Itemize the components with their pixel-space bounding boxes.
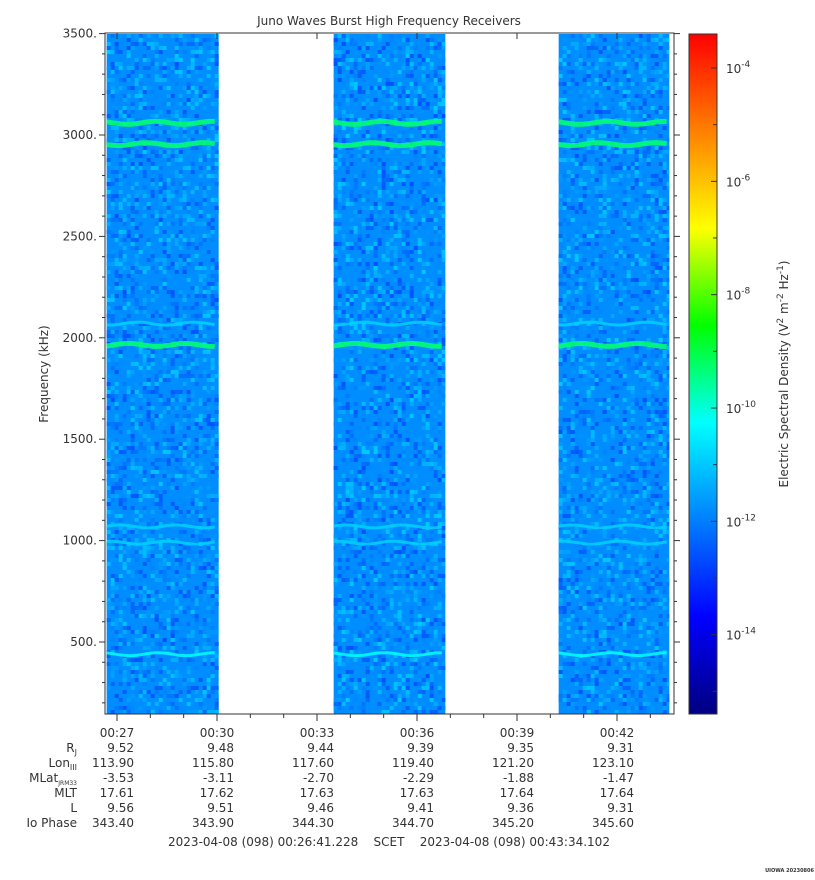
- ephemeris-value: 9.44: [307, 741, 334, 755]
- emission-band: [558, 340, 667, 349]
- y-tick-label: 3500.: [63, 27, 97, 41]
- ephemeris-value: 17.64: [600, 786, 634, 800]
- ephemeris-value: 17.62: [200, 786, 234, 800]
- spectrogram-segment-3: [558, 34, 670, 714]
- ephemeris-value: -1.47: [603, 771, 634, 785]
- chart-title: Juno Waves Burst High Frequency Receiver…: [256, 14, 521, 28]
- ephemeris-value: 344.70: [392, 816, 434, 830]
- ephemeris-value: 17.63: [300, 786, 334, 800]
- ephemeris-value: 17.64: [500, 786, 534, 800]
- colorbar-ticks: 10-4 10-6 10-8 10-10 10-12 10-14: [711, 60, 756, 692]
- ephemeris-row-label: MLatJRM33: [29, 771, 77, 787]
- ephemeris-value: 115.80: [192, 756, 234, 770]
- ephemeris-value: -2.29: [403, 771, 434, 785]
- ephemeris-value: 343.90: [192, 816, 234, 830]
- ephemeris-row-label: LonIII: [49, 756, 78, 772]
- ephemeris-row-label: Io Phase: [26, 816, 77, 830]
- emission-band: [558, 320, 667, 327]
- ephemeris-value: 9.51: [207, 801, 234, 815]
- y-tick-label: 2000.: [63, 331, 97, 345]
- ephemeris-value: 345.60: [592, 816, 634, 830]
- emission-band: [558, 140, 667, 149]
- scet-range: 2023-04-08 (098) 00:26:41.228 SCET 2023-…: [168, 835, 610, 849]
- x-tick-label: 00:33: [300, 726, 335, 740]
- colorbar-tick-label: 10-6: [726, 173, 751, 189]
- ephemeris-value: 345.20: [492, 816, 534, 830]
- emission-band: [558, 523, 667, 530]
- ephemeris-value: 9.31: [607, 741, 634, 755]
- y-tick-label: 1000.: [63, 534, 97, 548]
- ephemeris-value: 9.36: [507, 801, 534, 815]
- colorbar-tick-label: 10-8: [726, 287, 751, 303]
- colorbar-tick-label: 10-4: [726, 60, 751, 76]
- emission-band: [333, 118, 442, 127]
- spectrogram-image: [106, 34, 670, 714]
- emission-band: [333, 140, 443, 149]
- x-tick-label: 00:36: [400, 726, 435, 740]
- emission-band: [106, 523, 215, 530]
- ephemeris-value: 9.48: [207, 741, 234, 755]
- emission-band: [558, 118, 667, 127]
- emission-band: [333, 320, 442, 327]
- ephemeris-value: 17.61: [100, 786, 134, 800]
- colorbar: [688, 33, 718, 715]
- x-tick-label: 00:27: [100, 726, 135, 740]
- ephemeris-value: 9.41: [407, 801, 434, 815]
- emission-band: [106, 140, 216, 149]
- y-axis: 500. 1000. 1500. 2000. 2500. 3000. 3500.: [63, 27, 680, 704]
- ephemeris-row-label: MLT: [54, 786, 77, 800]
- ephemeris-value: -1.88: [503, 771, 534, 785]
- emission-band: [106, 651, 215, 658]
- emission-band: [558, 651, 667, 658]
- emission-band: [333, 523, 442, 530]
- y-tick-label: 2500.: [63, 229, 97, 243]
- spectrogram-segment-1: [106, 34, 219, 714]
- ephemeris-value: 9.35: [507, 741, 534, 755]
- emission-band: [106, 539, 215, 546]
- x-tick-label: 00:30: [200, 726, 235, 740]
- ephemeris-value: -3.53: [103, 771, 134, 785]
- ephemeris-value: -3.11: [203, 771, 234, 785]
- ephemeris-value: 9.56: [107, 801, 134, 815]
- ephemeris-value: 119.40: [392, 756, 434, 770]
- footer-credit: UIOWA 20230806: [765, 868, 814, 874]
- emission-band: [333, 651, 442, 658]
- y-axis-label: Frequency (kHz): [37, 325, 51, 422]
- ephemeris-value: 9.52: [107, 741, 134, 755]
- colorbar-tick-label: 10-12: [726, 513, 756, 529]
- ephemeris-value: 9.39: [407, 741, 434, 755]
- ephemeris-value: 121.20: [492, 756, 534, 770]
- y-tick-label: 500.: [70, 635, 97, 649]
- spectrogram-segment-2: [333, 34, 446, 714]
- emission-band: [106, 320, 215, 327]
- ephemeris-value: 9.31: [607, 801, 634, 815]
- ephemeris-row-label: RJ: [66, 741, 77, 757]
- ephemeris-value: 113.90: [92, 756, 134, 770]
- y-tick-label: 1500.: [63, 432, 97, 446]
- emission-band: [106, 118, 215, 127]
- ephemeris-table: RJ 9.52 9.48 9.44 9.39 9.35 9.31 LonIII 113.90 11…: [26, 741, 634, 830]
- colorbar-tick-label: 10-14: [726, 627, 756, 643]
- ephemeris-value: 344.30: [292, 816, 334, 830]
- emission-band: [333, 340, 442, 349]
- y-tick-label: 3000.: [63, 128, 97, 142]
- x-tick-label: 00:42: [600, 726, 635, 740]
- colorbar-tick-label: 10-10: [726, 400, 756, 416]
- x-axis: 00:27 00:30 00:33 00:36 00:39 00:42: [100, 33, 651, 740]
- colorbar-label: Electric Spectral Density (V2 m-2 Hz-1): [776, 260, 791, 487]
- ephemeris-value: -2.70: [303, 771, 334, 785]
- emission-band: [333, 539, 442, 546]
- ephemeris-value: 9.46: [307, 801, 334, 815]
- ephemeris-value: 117.60: [292, 756, 334, 770]
- emission-band: [558, 539, 667, 546]
- emission-band: [106, 340, 215, 349]
- ephemeris-value: 17.63: [400, 786, 434, 800]
- plot-frame: [104, 32, 675, 715]
- ephemeris-value: 123.10: [592, 756, 634, 770]
- ephemeris-row-label: L: [70, 801, 77, 815]
- emission-bands: [106, 118, 667, 658]
- ephemeris-value: 343.40: [92, 816, 134, 830]
- x-tick-label: 00:39: [500, 726, 535, 740]
